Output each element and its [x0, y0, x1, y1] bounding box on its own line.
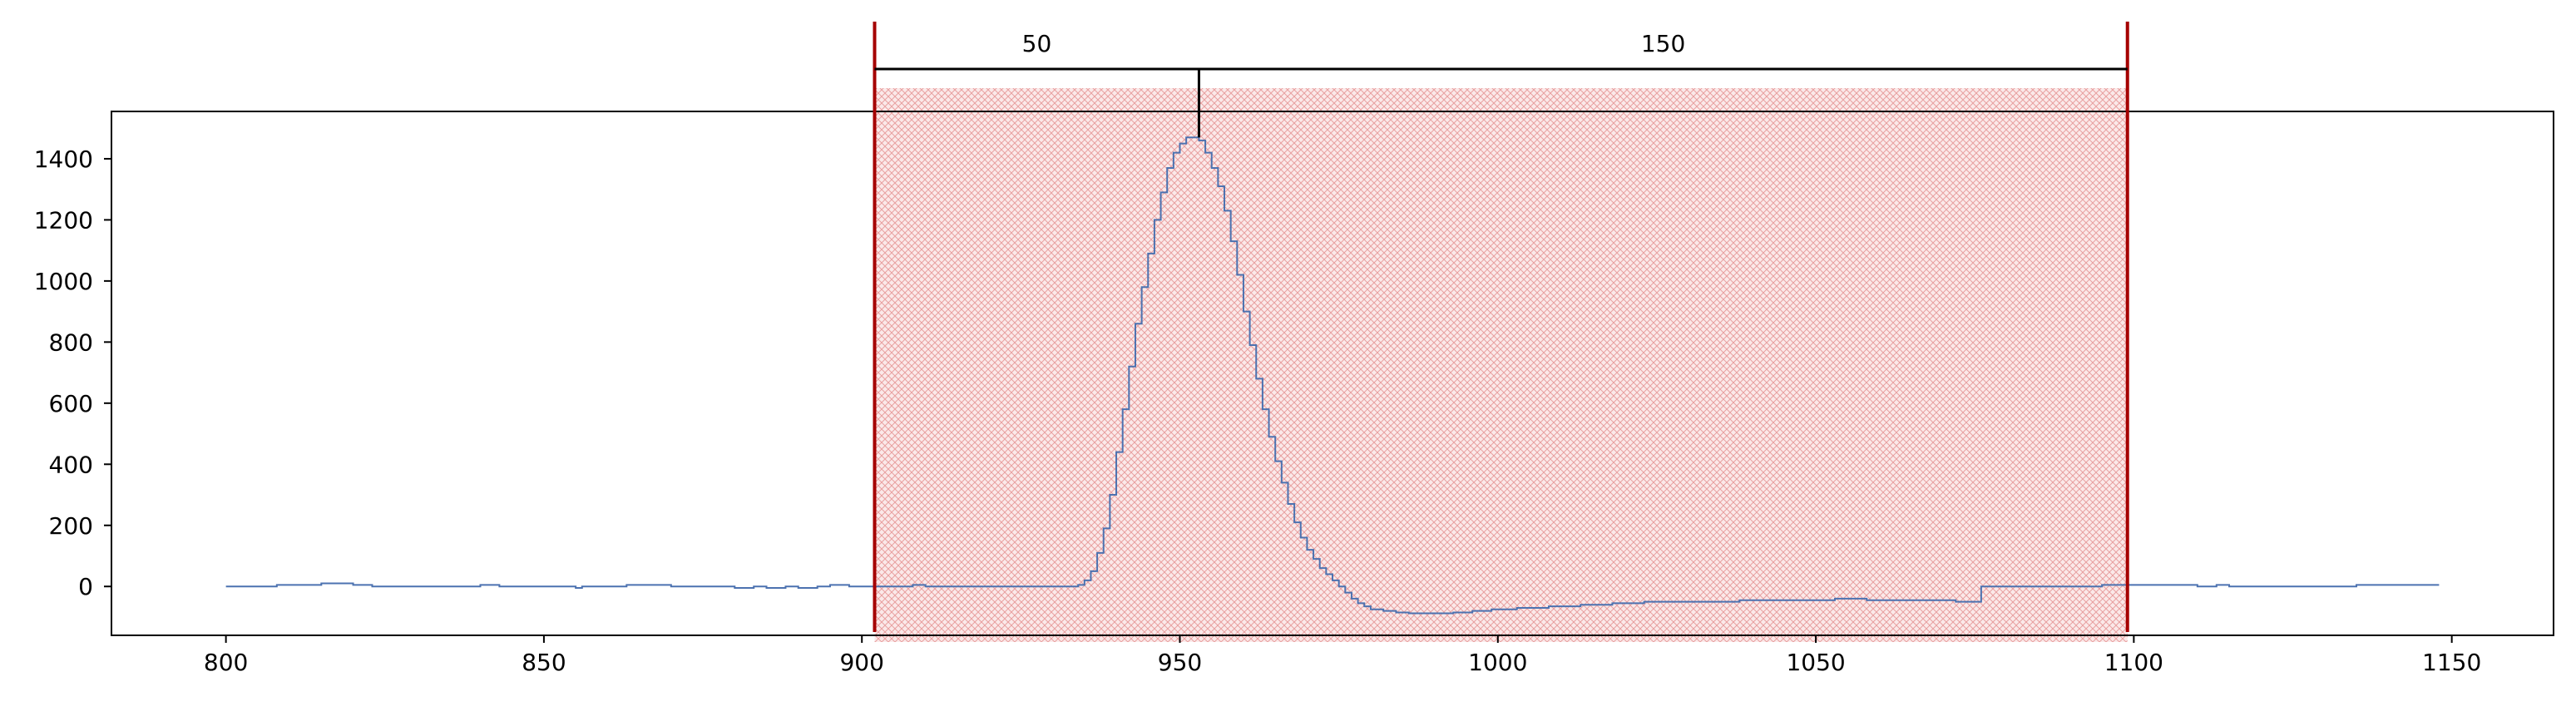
- shaded-region-hatch: [874, 88, 2128, 642]
- x-tick-label: 1100: [2104, 649, 2163, 676]
- y-tick-label: 1200: [34, 206, 93, 234]
- axes-layer: 800 850 900 950 1000 1050 1100 1150 0 200 400 600 80…: [34, 111, 2554, 676]
- x-tick-label: 1150: [2422, 649, 2481, 676]
- markers-layer: 50 150: [873, 22, 2129, 632]
- y-tick-label: 800: [49, 328, 93, 356]
- y-tick-label: 400: [49, 451, 93, 478]
- series-line-0: [225, 136, 2440, 615]
- x-tick-label: 1050: [1786, 649, 1845, 676]
- plot-frame: [111, 111, 2554, 636]
- x-tick-label: 850: [522, 649, 566, 676]
- y-tick-label: 1000: [34, 268, 93, 295]
- y-tick-label: 200: [49, 512, 93, 540]
- y-tick-label: 0: [78, 573, 93, 600]
- x-tick-label: 1000: [1468, 649, 1527, 676]
- annotation-label-1: 150: [1641, 30, 1685, 57]
- annotation-label-0: 50: [1022, 30, 1052, 57]
- y-tick-label: 600: [49, 390, 93, 417]
- y-tick-label: 1400: [34, 146, 93, 173]
- series-layer: [225, 136, 2440, 615]
- x-tick-label: 900: [839, 649, 883, 676]
- x-tick-label: 800: [204, 649, 248, 676]
- shaded-region-layer: [874, 88, 2128, 642]
- x-tick-label: 950: [1158, 649, 1202, 676]
